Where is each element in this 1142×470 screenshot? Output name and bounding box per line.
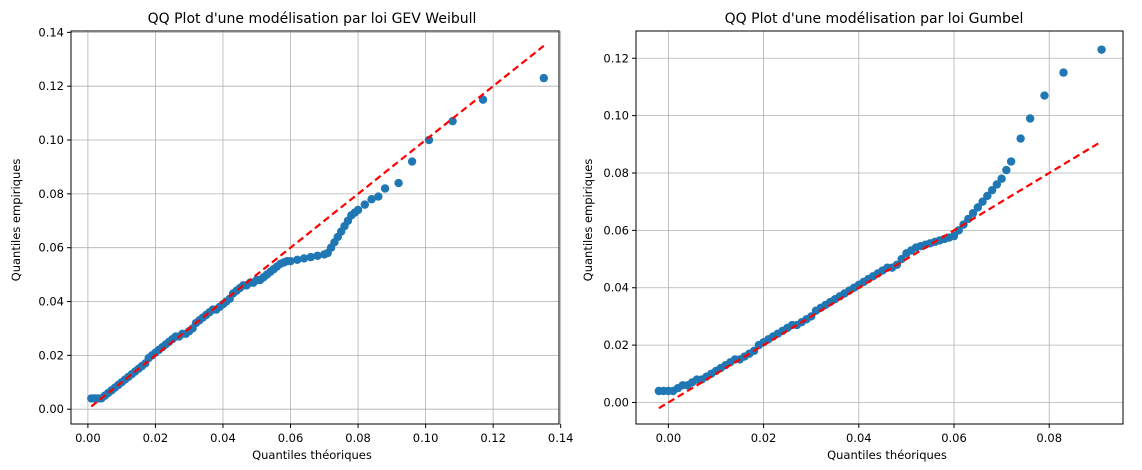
x-tick-label: 0.12 <box>480 431 506 445</box>
data-point <box>1002 165 1011 175</box>
y-tick-label: 0.00 <box>603 395 629 409</box>
x-tick-label: 0.06 <box>278 431 304 445</box>
data-point <box>992 180 1002 189</box>
y-tick-label: 0.08 <box>603 166 629 180</box>
reference-line <box>90 44 545 408</box>
qq-plot-gev-weibull: QQ Plot d'une modélisation par loi GEV W… <box>9 11 573 462</box>
x-tick-label: 0.00 <box>75 431 101 445</box>
data-point <box>973 203 983 212</box>
data-point <box>897 254 906 264</box>
y-tick-label: 0.02 <box>603 338 629 352</box>
y-tick-label: 0.14 <box>38 25 64 39</box>
y-tick-label: 0.12 <box>603 51 629 65</box>
data-point <box>1097 45 1106 54</box>
data-point <box>1006 157 1016 166</box>
plot-frame <box>635 30 1124 425</box>
y-tick-label: 0.10 <box>603 109 629 123</box>
data-point <box>293 255 302 265</box>
y-tick-label: 0.04 <box>603 281 629 295</box>
data-point <box>1040 91 1049 100</box>
y-tick-label: 0.06 <box>603 223 629 237</box>
x-tick-label: 0.06 <box>941 431 967 445</box>
x-tick-label: 0.10 <box>413 431 439 445</box>
data-point <box>394 178 403 188</box>
y-tick-label: 0.12 <box>38 79 64 93</box>
qq-plot-gumbel: QQ Plot d'une modélisation par loi Gumbe… <box>581 11 1124 462</box>
x-tick-label: 0.02 <box>751 431 777 445</box>
y-tick-label: 0.06 <box>38 241 64 255</box>
y-tick-label: 0.02 <box>38 348 64 362</box>
data-point <box>360 200 370 209</box>
y-axis-label: Quantiles empiriques <box>9 159 23 282</box>
x-tick-label: 0.08 <box>1036 431 1062 445</box>
data-point <box>478 95 488 104</box>
data-point <box>1025 114 1035 123</box>
plot-frame <box>70 30 560 425</box>
x-tick-label: 0.00 <box>656 431 682 445</box>
data-point <box>448 116 457 126</box>
x-tick-label: 0.04 <box>846 431 872 445</box>
y-tick-label: 0.08 <box>38 187 64 201</box>
data-point <box>306 252 315 262</box>
data-point <box>374 192 383 201</box>
x-tick-label: 0.02 <box>143 431 169 445</box>
reference-line <box>658 140 1103 410</box>
data-point <box>949 231 959 241</box>
data-point <box>353 205 363 215</box>
data-point <box>367 195 376 204</box>
data-point <box>407 157 417 166</box>
x-axis-label: Quantiles théoriques <box>252 448 372 462</box>
data-point <box>380 184 390 193</box>
data-point <box>1016 134 1025 143</box>
y-axis-label: Quantiles empiriques <box>581 159 595 282</box>
plot-title: QQ Plot d'une modélisation par loi Gumbe… <box>725 11 1024 27</box>
data-point <box>1059 68 1068 77</box>
data-point <box>968 208 978 218</box>
data-point <box>286 256 295 266</box>
data-point <box>987 186 997 195</box>
data-point <box>539 73 549 83</box>
y-tick-label: 0.00 <box>38 402 64 416</box>
data-point <box>299 254 309 263</box>
data-point <box>313 251 322 260</box>
data-point <box>983 191 992 201</box>
y-tick-label: 0.04 <box>38 295 64 309</box>
data-point <box>978 197 987 206</box>
x-tick-label: 0.14 <box>548 431 574 445</box>
y-tick-label: 0.10 <box>38 133 64 147</box>
x-tick-label: 0.04 <box>210 431 236 445</box>
x-axis-label: Quantiles théoriques <box>827 448 947 462</box>
data-point <box>997 174 1006 183</box>
plot-title: QQ Plot d'une modélisation par loi GEV W… <box>148 11 477 27</box>
x-tick-label: 0.08 <box>345 431 371 445</box>
